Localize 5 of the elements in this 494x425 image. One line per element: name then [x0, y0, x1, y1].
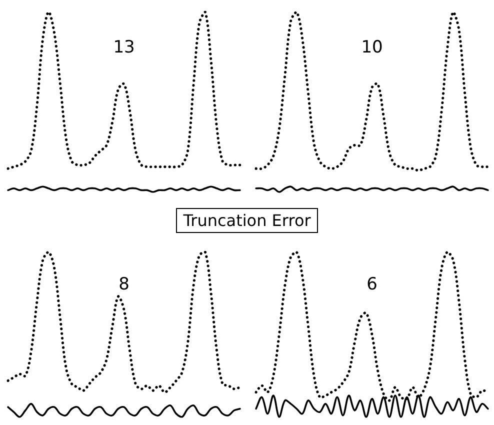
text: 8 [118, 274, 130, 294]
text: Truncation Error [176, 208, 318, 232]
text: 13 [113, 37, 135, 58]
text: 6 [366, 274, 378, 294]
text: 10 [361, 37, 383, 58]
